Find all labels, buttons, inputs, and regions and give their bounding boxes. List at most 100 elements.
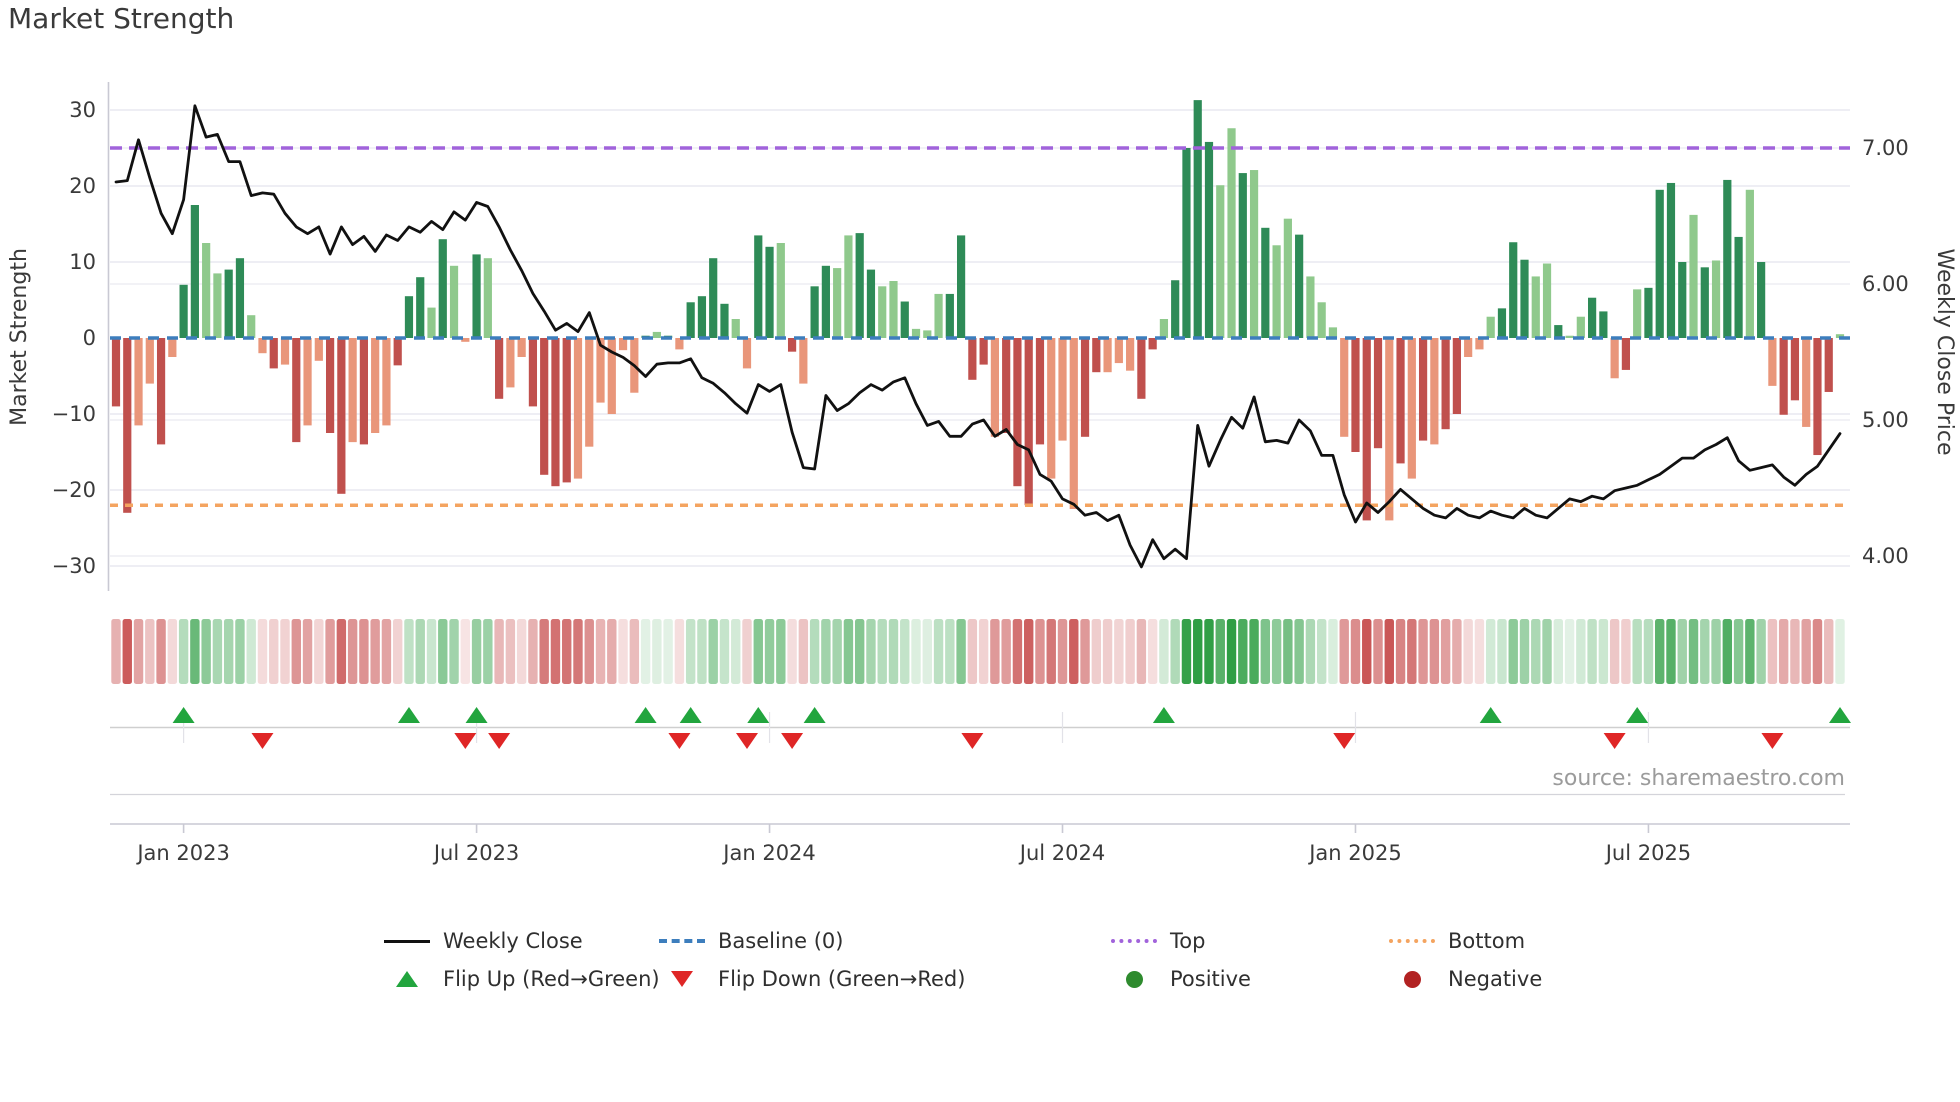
legend-item-weekly-close: Weekly Close — [383, 928, 583, 954]
flip-down-icon — [671, 971, 693, 987]
bar-negative — [1418, 338, 1428, 441]
page-title: Market Strength — [8, 2, 235, 35]
heatmap-tile — [832, 619, 842, 684]
heatmap-tile — [652, 619, 662, 684]
heatmap-tile — [404, 619, 414, 684]
bar-negative — [1396, 338, 1405, 464]
bar-positive — [911, 328, 921, 338]
positive-icon — [1125, 970, 1143, 988]
bar-negative — [787, 338, 797, 352]
heatmap-tile — [178, 619, 189, 684]
bar-negative — [1790, 338, 1800, 401]
bar-positive — [483, 258, 492, 338]
heatmap-tile — [573, 619, 583, 684]
heatmap-tile — [764, 619, 775, 684]
bar-negative — [1092, 338, 1101, 373]
heatmap-tile — [280, 619, 290, 684]
legend-item-bottom: Bottom — [1388, 928, 1525, 954]
legend-label: Negative — [1448, 967, 1543, 991]
bar-positive — [1171, 280, 1180, 338]
bar-negative — [1069, 338, 1078, 509]
bar-positive — [810, 286, 819, 338]
bar-negative — [517, 338, 526, 357]
bar-negative — [742, 338, 752, 369]
bar-negative — [1013, 338, 1022, 487]
bar-positive — [1317, 302, 1326, 338]
bar-negative — [1126, 338, 1135, 371]
heatmap-tile — [1249, 619, 1259, 684]
bar-negative — [280, 338, 290, 365]
flip-up-marker — [634, 707, 657, 723]
legend-label: Top — [1170, 929, 1206, 953]
heatmap-tile — [1215, 619, 1225, 684]
heatmap-tile — [877, 619, 887, 684]
bar-negative — [1779, 338, 1788, 415]
heatmap-tile — [1316, 619, 1327, 684]
heatmap-tile — [1091, 619, 1102, 684]
bar-negative — [1340, 338, 1349, 437]
bar-negative — [1103, 338, 1112, 373]
x-tick-label: Jul 2025 — [1604, 841, 1691, 865]
bar-positive — [1272, 245, 1281, 338]
bar-positive — [472, 254, 481, 338]
bar-negative — [1452, 338, 1461, 414]
heatmap-tile — [1305, 619, 1316, 684]
heatmap-tile — [1643, 619, 1654, 684]
x-tick-label: Jan 2025 — [1307, 841, 1402, 865]
heatmap-tile — [866, 619, 876, 684]
bar-negative — [506, 338, 515, 388]
heatmap-tile — [1395, 619, 1406, 684]
heatmap-tile — [843, 619, 854, 684]
heatmap-tile — [1407, 619, 1417, 684]
bar-negative — [303, 338, 312, 426]
heatmap-tile — [1519, 619, 1530, 684]
heatmap-tile — [370, 619, 380, 684]
heatmap-tile — [269, 619, 279, 684]
bar-positive — [1554, 325, 1563, 338]
negative-swatch-icon — [1388, 970, 1436, 988]
bar-negative — [1114, 338, 1123, 364]
bar-positive — [1689, 214, 1698, 338]
heatmap-tile — [471, 619, 482, 684]
heatmap-tile — [1035, 619, 1045, 684]
bar-negative — [1802, 338, 1811, 427]
heatmap-tile — [607, 619, 617, 684]
bar-negative — [1824, 338, 1833, 392]
weekly-close-swatch-icon — [383, 939, 431, 943]
bar-positive — [1216, 185, 1225, 338]
heatmap-tile — [1700, 619, 1710, 684]
top-icon — [1111, 939, 1157, 943]
heatmap-tile — [956, 619, 966, 684]
heatmap-tile — [1711, 619, 1721, 684]
bar-positive — [878, 286, 887, 338]
bar-negative — [382, 338, 391, 426]
bar-negative — [1002, 338, 1011, 433]
heatmap-tile — [719, 619, 730, 684]
market-strength-bars — [111, 100, 1845, 521]
y-left-tick-label: 30 — [69, 98, 96, 122]
bar-negative — [292, 338, 301, 443]
heatmap-tile — [1057, 619, 1068, 684]
bar-positive — [934, 293, 943, 338]
heatmap-tile — [494, 619, 504, 684]
heatmap-tile — [449, 619, 459, 684]
bar-positive — [1700, 267, 1709, 338]
flip-down-marker — [251, 733, 274, 749]
bar-positive — [1182, 148, 1191, 338]
flip-down-marker — [736, 733, 759, 749]
weekly-close-line — [114, 104, 1842, 569]
bar-negative — [528, 338, 538, 407]
heatmap-tile — [291, 619, 301, 684]
heatmap-tile — [888, 619, 899, 684]
heatmap-tile — [674, 619, 685, 684]
bar-positive — [213, 273, 222, 338]
heatmap-tile — [640, 619, 651, 684]
heatmap-tile — [1125, 619, 1135, 684]
heatmap-tile — [190, 619, 200, 684]
heatmap-tile — [708, 619, 718, 684]
y-left-tick-label: 0 — [83, 326, 96, 350]
heatmap-tile — [945, 619, 955, 684]
flip-down-marker — [961, 733, 984, 749]
x-tick-label: Jul 2024 — [1018, 841, 1105, 865]
heatmap-tile — [111, 619, 121, 684]
